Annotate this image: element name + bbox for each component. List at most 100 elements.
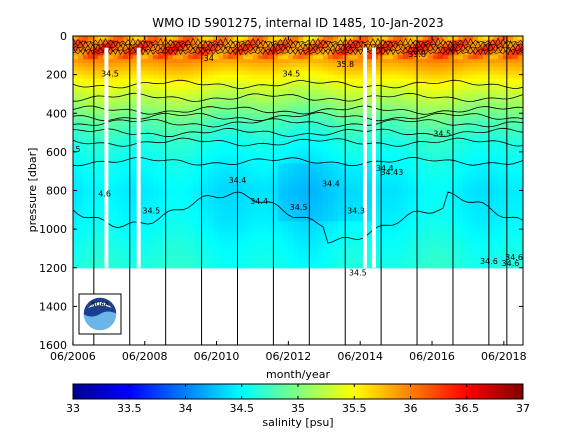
heatmap-cell — [268, 113, 274, 118]
heatmap-cell — [458, 90, 464, 95]
heatmap-cell — [303, 101, 309, 107]
heatmap-cell — [253, 240, 259, 246]
heatmap-cell — [368, 148, 374, 153]
heatmap-cell — [388, 252, 394, 257]
heatmap-cell — [268, 229, 274, 234]
heatmap-cell — [138, 74, 144, 80]
heatmap-cell — [403, 198, 409, 203]
heatmap-cell — [118, 167, 124, 172]
heatmap-cell — [208, 167, 214, 172]
heatmap-cell — [123, 55, 129, 60]
heatmap-cell — [393, 105, 399, 110]
heatmap-cell — [383, 225, 389, 230]
heatmap-cell — [238, 151, 244, 157]
heatmap-cell — [223, 78, 229, 83]
heatmap-cell — [178, 236, 184, 242]
heatmap-cell — [78, 198, 84, 203]
heatmap-cell — [118, 213, 124, 219]
heatmap-cell — [438, 97, 444, 103]
heatmap-cell — [468, 144, 474, 149]
heatmap-cell — [173, 36, 179, 41]
heatmap-cell — [443, 105, 449, 110]
heatmap-cell — [343, 229, 349, 234]
heatmap-cell — [263, 248, 269, 253]
heatmap-cell — [358, 144, 364, 149]
heatmap-cell — [348, 260, 354, 265]
heatmap-cell — [333, 260, 339, 265]
heatmap-cell — [313, 105, 319, 110]
heatmap-cell — [113, 82, 119, 87]
heatmap-cell — [288, 221, 294, 226]
heatmap-cell — [183, 236, 189, 242]
heatmap-cell — [423, 93, 429, 99]
heatmap-cell — [338, 198, 344, 203]
heatmap-cell — [243, 202, 249, 207]
heatmap-cell — [113, 213, 119, 219]
heatmap-cell — [398, 182, 404, 188]
heatmap-cell — [468, 105, 474, 110]
heatmap-cell — [438, 225, 444, 230]
heatmap-cell — [448, 155, 454, 161]
heatmap-cell — [78, 66, 84, 72]
heatmap-cell — [113, 205, 119, 211]
heatmap-cell — [433, 221, 439, 226]
heatmap-cell — [203, 182, 209, 188]
heatmap-cell — [443, 82, 449, 87]
heatmap-cell — [483, 198, 489, 203]
heatmap-cell — [438, 124, 444, 130]
heatmap-cell — [213, 86, 219, 91]
heatmap-cell — [398, 171, 404, 176]
heatmap-cell — [148, 74, 154, 80]
heatmap-cell — [218, 132, 224, 138]
heatmap-cell — [83, 163, 89, 168]
heatmap-cell — [443, 51, 449, 56]
heatmap-cell — [243, 97, 249, 103]
heatmap-cell — [428, 248, 434, 253]
heatmap-cell — [158, 51, 164, 56]
heatmap-cell — [128, 190, 134, 195]
heatmap-cell — [383, 252, 389, 257]
heatmap-cell — [228, 236, 234, 242]
heatmap-cell — [383, 113, 389, 118]
heatmap-cell — [348, 167, 354, 172]
heatmap-cell — [183, 148, 189, 153]
heatmap-cell — [113, 198, 119, 203]
heatmap-cell — [338, 202, 344, 207]
heatmap-cell — [233, 59, 239, 64]
heatmap-cell — [268, 132, 274, 138]
heatmap-cell — [458, 229, 464, 234]
heatmap-cell — [298, 248, 304, 253]
heatmap-cell — [113, 217, 119, 222]
heatmap-cell — [118, 120, 124, 126]
heatmap-cell — [218, 148, 224, 153]
heatmap-cell — [373, 36, 379, 41]
heatmap-cell — [398, 47, 404, 53]
heatmap-cell — [298, 159, 304, 165]
heatmap-cell — [258, 97, 264, 103]
heatmap-cell — [478, 244, 484, 250]
heatmap-cell — [198, 209, 204, 215]
heatmap-cell — [223, 217, 229, 222]
heatmap-cell — [303, 217, 309, 222]
heatmap-cell — [123, 63, 129, 68]
heatmap-cell — [233, 159, 239, 165]
heatmap-cell — [218, 175, 224, 180]
heatmap-cell — [268, 63, 274, 68]
heatmap-cell — [368, 175, 374, 180]
heatmap-cell — [73, 93, 79, 99]
heatmap-cell — [263, 190, 269, 195]
heatmap-cell — [458, 240, 464, 246]
heatmap-cell — [233, 205, 239, 211]
heatmap-cell — [193, 109, 199, 114]
heatmap-cell — [178, 198, 184, 203]
heatmap-cell — [113, 120, 119, 126]
heatmap-cell — [458, 93, 464, 99]
heatmap-cell — [473, 140, 479, 145]
heatmap-cell — [243, 229, 249, 234]
heatmap-cell — [478, 144, 484, 149]
heatmap-cell — [448, 175, 454, 180]
heatmap-cell — [203, 198, 209, 203]
heatmap-cell — [123, 155, 129, 161]
heatmap-cell — [443, 236, 449, 242]
heatmap-cell — [183, 182, 189, 188]
